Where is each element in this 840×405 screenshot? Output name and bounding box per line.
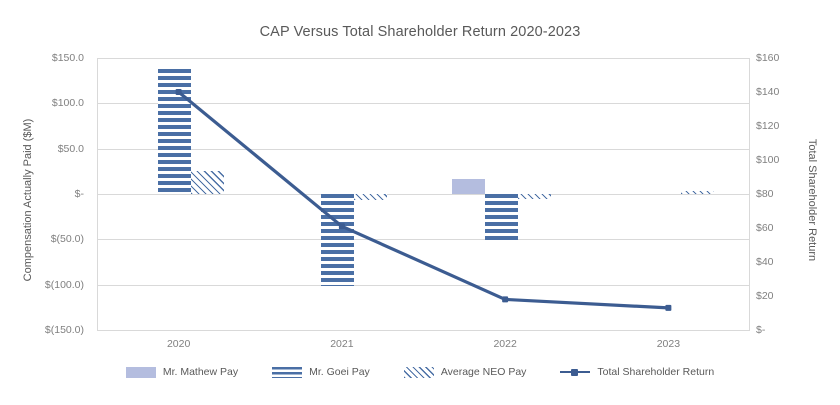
legend-label: Mr. Mathew Pay — [162, 366, 239, 378]
tsr-line-series — [175, 89, 672, 311]
y-tick-label-right: $160 — [756, 52, 780, 64]
chart-legend: Mr. Mathew Pay Mr. Goei Pay Average NEO Pa… — [0, 360, 840, 384]
y-axis-right-ticks: $160 $140 $120 $100 $80 $60 $40 $20 $- — [756, 0, 816, 405]
bar-goei-2022 — [484, 194, 518, 242]
y-tick-label-right: $140 — [756, 86, 780, 98]
gridline — [97, 58, 750, 59]
gridline — [97, 148, 750, 150]
y-tick-label-left: $100.0 — [51, 97, 84, 110]
legend-item-goei[interactable]: Mr. Goei Pay — [272, 366, 370, 378]
y-tick-label-left: $(50.0) — [50, 233, 84, 246]
legend-label: Mr. Goei Pay — [309, 366, 370, 378]
legend-item-tsr[interactable]: Total Shareholder Return — [560, 366, 714, 378]
x-tick-label: 2020 — [166, 338, 191, 350]
y-tick-label-right: $40 — [756, 256, 774, 268]
gridline — [97, 284, 750, 286]
y-tick-label-right: $100 — [756, 154, 780, 166]
bar-neo-2020 — [191, 171, 225, 194]
y-axis-left-ticks: $150.0 $100.0 $50.0 $- $(50.0) $(100.0) $(150.… — [0, 0, 92, 405]
legend-item-mathew[interactable]: Mr. Mathew Pay — [125, 366, 239, 378]
y-tick-label-right: $80 — [756, 188, 774, 200]
bar-neo-2023 — [680, 191, 714, 194]
y-tick-label-left: $(150.0) — [44, 324, 84, 336]
gridline — [97, 239, 750, 241]
legend-label: Total Shareholder Return — [597, 366, 715, 378]
line-marker-swatch — [560, 367, 591, 378]
y-tick-label-right: $- — [756, 324, 766, 336]
gridline — [97, 103, 750, 105]
tsr-marker-2020 — [175, 89, 182, 95]
y-tick-label-left: $150.0 — [51, 52, 84, 64]
y-tick-label-left: $50.0 — [57, 142, 84, 155]
chart-title: CAP Versus Total Shareholder Return 2020… — [259, 24, 581, 40]
tsr-marker-2023 — [665, 304, 672, 311]
x-axis-ticks: 2020 2021 2022 2023 — [97, 338, 750, 358]
tsr-line-path — [177, 90, 670, 310]
horizontal-stripe-swatch — [272, 366, 303, 378]
x-tick-label: 2023 — [656, 338, 681, 350]
tsr-marker-2022 — [502, 296, 509, 303]
tsr-marker-2021 — [338, 223, 345, 230]
plot-area — [97, 58, 750, 331]
gridline — [97, 194, 750, 195]
x-tick-label: 2022 — [493, 338, 517, 350]
bar-goei-2020 — [158, 68, 192, 194]
x-tick-label: 2021 — [330, 338, 354, 350]
y-tick-label-left: $- — [74, 188, 84, 200]
y-tick-label-right: $20 — [756, 290, 774, 302]
y-tick-label-left: $(100.0) — [44, 278, 84, 291]
bar-neo-2022 — [517, 194, 551, 199]
bar-goei-2021 — [321, 194, 355, 286]
bar-neo-2021 — [354, 194, 388, 201]
legend-item-neo[interactable]: Average NEO Pay — [403, 366, 527, 378]
diagonal-stripe-swatch — [403, 366, 434, 378]
solid-fill-swatch — [125, 366, 156, 378]
legend-label: Average NEO Pay — [440, 366, 527, 378]
bar-mathew-2022 — [451, 179, 485, 194]
gridline — [97, 330, 750, 331]
y-tick-label-right: $60 — [756, 222, 774, 234]
y-tick-label-right: $120 — [756, 120, 780, 132]
